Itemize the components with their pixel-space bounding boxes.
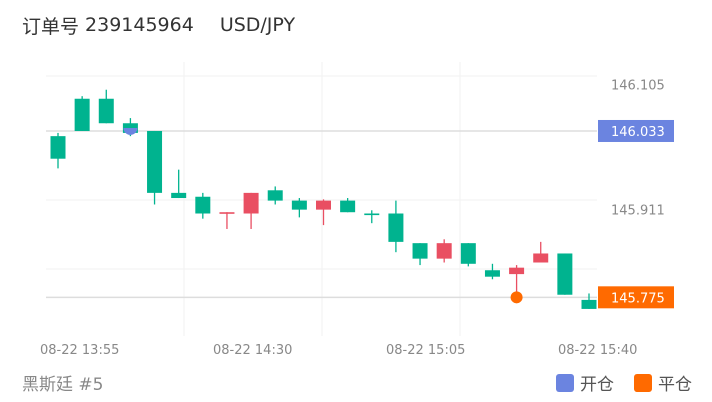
candle-body bbox=[291, 200, 307, 210]
y-tick-label: 146.105 bbox=[611, 79, 665, 94]
candle-body bbox=[340, 200, 356, 213]
open-price-tag bbox=[598, 119, 674, 142]
open-price-tag-label: 146.033 bbox=[611, 125, 665, 140]
candle-body bbox=[74, 98, 90, 131]
legend-item-open: 开仓 bbox=[556, 370, 614, 395]
x-tick-label: 08-22 13:55 bbox=[40, 343, 119, 358]
legend-close-label: 平仓 bbox=[658, 375, 692, 395]
close-swatch-icon bbox=[634, 373, 652, 392]
candle-body bbox=[581, 299, 597, 309]
candle-body bbox=[171, 192, 187, 199]
candle-body bbox=[219, 212, 235, 214]
candle-body bbox=[460, 243, 476, 264]
legend-item-close: 平仓 bbox=[634, 370, 692, 395]
candle-body bbox=[243, 192, 259, 214]
candle-body bbox=[50, 136, 66, 159]
close-price-tag-label: 145.775 bbox=[611, 291, 665, 306]
y-tick-label: 145.911 bbox=[611, 204, 665, 219]
legend: 开仓 平仓 bbox=[536, 370, 692, 395]
x-tick-label: 08-22 14:30 bbox=[213, 343, 292, 358]
candle-body bbox=[436, 243, 452, 259]
legend-open-label: 开仓 bbox=[580, 375, 614, 395]
candle-body bbox=[195, 196, 211, 214]
open-position-marker bbox=[123, 127, 138, 135]
candle-body bbox=[509, 267, 525, 275]
candle-body bbox=[412, 243, 428, 259]
candle-body bbox=[147, 130, 163, 193]
candle-body bbox=[364, 213, 380, 216]
candle-body bbox=[388, 213, 404, 242]
order-number: 239145964 bbox=[85, 14, 194, 36]
account-label: 黑斯廷 #5 bbox=[22, 375, 104, 395]
candle-body bbox=[267, 190, 283, 201]
order-label: 订单号 bbox=[22, 15, 80, 38]
x-tick-label: 08-22 15:05 bbox=[386, 343, 465, 358]
candle-body bbox=[316, 200, 331, 210]
close-position-marker bbox=[510, 291, 523, 304]
candle-body bbox=[557, 253, 573, 295]
open-swatch-icon bbox=[556, 373, 574, 392]
chart-header: 订单号 239145964 USD/JPY bbox=[22, 12, 295, 38]
close-price-tag bbox=[598, 286, 674, 309]
symbol-label: USD/JPY bbox=[219, 14, 296, 36]
candle-body bbox=[98, 98, 114, 124]
x-tick-label: 08-22 15:40 bbox=[558, 343, 637, 358]
candle-body bbox=[533, 253, 549, 263]
candle-body bbox=[484, 270, 500, 277]
